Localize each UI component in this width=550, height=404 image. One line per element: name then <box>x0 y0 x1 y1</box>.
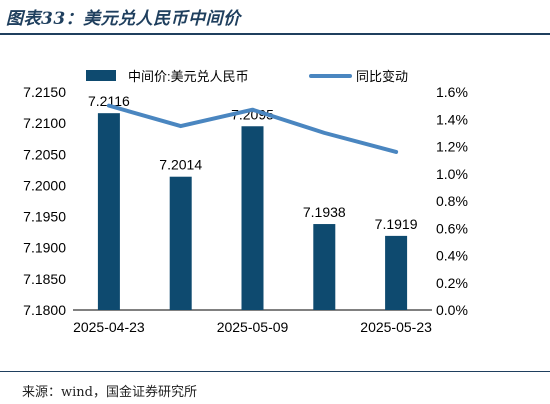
legend-swatch-bar <box>86 70 116 81</box>
y-axis-right: 1.6% 1.4% 1.2% 1.0% 0.8% 0.6% 0.4% 0.2% 0.0% <box>436 84 468 318</box>
y-left-tick-label: 7.1800 <box>23 302 66 318</box>
y-right-tick-label: 0.2% <box>436 275 468 291</box>
chart-area: 中间价:美元兑人民币 同比变动 7.2150 7.2100 7.2050 7.2000… <box>0 40 550 370</box>
x-tick-label: 2025-05-23 <box>360 319 432 335</box>
x-axis: 2025-04-23 2025-05-09 2025-05-23 <box>73 319 432 335</box>
y-left-tick-label: 7.2000 <box>23 177 66 193</box>
y-right-tick-label: 1.0% <box>436 166 468 182</box>
yoy-line <box>106 103 399 154</box>
bar <box>97 113 120 310</box>
bar-data-label: 7.2014 <box>159 157 202 173</box>
y-right-tick-label: 0.0% <box>436 302 468 318</box>
legend-label-bar: 中间价:美元兑人民币 <box>128 69 249 84</box>
chart-svg: 中间价:美元兑人民币 同比变动 7.2150 7.2100 7.2050 7.2000… <box>23 69 468 335</box>
y-right-tick-label: 0.4% <box>436 248 468 264</box>
footer-divider <box>0 371 550 372</box>
y-left-tick-label: 7.2100 <box>23 115 66 131</box>
legend-label-line: 同比变动 <box>356 69 408 84</box>
y-left-tick-label: 7.1850 <box>23 271 66 287</box>
bar-data-label: 7.1938 <box>303 204 346 220</box>
y-left-tick-label: 7.2150 <box>23 84 66 100</box>
legend: 中间价:美元兑人民币 同比变动 <box>86 69 408 84</box>
line-series <box>106 103 399 154</box>
bar <box>385 235 408 310</box>
y-right-tick-label: 1.6% <box>436 84 468 100</box>
bar-data-label: 7.2116 <box>88 93 130 109</box>
y-left-tick-label: 7.1950 <box>23 209 66 225</box>
bar-series <box>97 113 408 310</box>
y-right-tick-label: 1.2% <box>436 139 468 155</box>
y-axis-left: 7.2150 7.2100 7.2050 7.2000 7.1950 7.1900 7.18… <box>23 84 66 318</box>
x-tick-label: 2025-05-09 <box>217 319 289 335</box>
y-right-tick-label: 0.8% <box>436 193 468 209</box>
source-note: 来源：wind，国金证券研究所 <box>22 385 197 400</box>
y-right-tick-label: 0.6% <box>436 220 468 236</box>
y-left-tick-label: 7.1900 <box>23 240 66 256</box>
bar <box>241 126 264 310</box>
chart-title: 图表33：美元兑人民币中间价 <box>6 9 241 29</box>
bar-data-label: 7.1919 <box>375 216 418 232</box>
x-tick-label: 2025-04-23 <box>73 319 145 335</box>
y-right-tick-label: 1.4% <box>436 111 468 127</box>
y-left-tick-label: 7.2050 <box>23 146 66 162</box>
title-divider <box>0 33 550 35</box>
bar <box>169 176 192 310</box>
bar <box>313 224 336 310</box>
